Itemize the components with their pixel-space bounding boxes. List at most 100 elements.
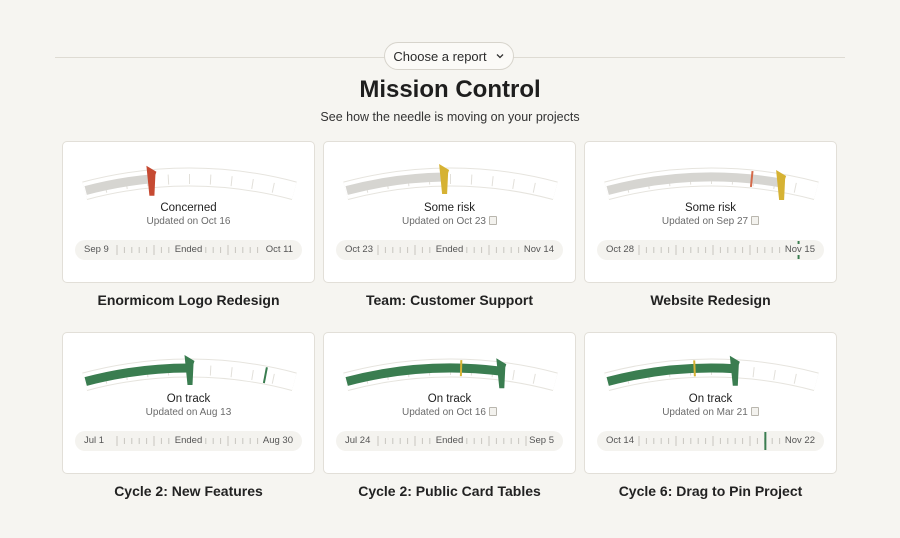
project-card[interactable]: Concerned Updated on Oct 16 Sep 9 Oct 11 End… — [62, 141, 315, 283]
project-name[interactable]: Website Redesign — [650, 292, 771, 308]
gauge-progress — [345, 172, 445, 195]
hill-gauge — [604, 355, 819, 391]
timeline-end-date: Sep 5 — [527, 435, 556, 446]
updated-text: Updated on Mar 21 — [662, 407, 748, 418]
timeline-start-date: Sep 9 — [82, 244, 111, 255]
timeline-end-date: Nov 14 — [521, 244, 556, 255]
gauge-marker — [693, 360, 696, 377]
hill-gauge — [82, 355, 297, 391]
gauge-tick — [793, 373, 797, 384]
gauge-tick — [512, 178, 515, 189]
status-label: On track — [688, 393, 733, 405]
updated-date: Updated on Oct 16 — [324, 407, 575, 418]
gauge-tick — [512, 369, 515, 380]
project-name[interactable]: Cycle 2: Public Card Tables — [358, 483, 541, 499]
gauge-tick — [271, 373, 275, 384]
timeline-bar: Oct 28 Nov 15 — [597, 240, 824, 260]
document-icon[interactable] — [488, 216, 497, 225]
status-label: Concerned — [160, 202, 217, 214]
gauge-tick — [209, 365, 212, 376]
gauge-needle — [729, 355, 740, 386]
page-title: Mission Control — [359, 76, 541, 103]
project-card[interactable]: On track Updated on Oct 16 Jul 24 Sep 5 Ende… — [323, 332, 576, 474]
updated-date: Updated on Oct 23 — [324, 216, 575, 227]
gauge-tick — [167, 174, 170, 185]
gauge-tick — [491, 176, 494, 187]
updated-text: Updated on Oct 23 — [402, 216, 486, 227]
timeline-end-date: Oct 11 — [263, 244, 295, 255]
project-card[interactable]: Some risk Updated on Sep 27 Oct 28 Nov 15 — [584, 141, 837, 283]
updated-date: Updated on Oct 16 — [63, 216, 314, 227]
hill-gauge — [343, 164, 558, 200]
document-icon[interactable] — [751, 216, 760, 225]
gauge-marker — [749, 170, 754, 188]
project-card[interactable]: On track Updated on Aug 13 Jul 1 Aug 30 Ende… — [62, 332, 315, 474]
status-label: On track — [427, 393, 472, 405]
timeline-end-date: Aug 30 — [260, 435, 295, 446]
choose-report-label: Choose a report — [393, 48, 487, 64]
timeline-bar: Oct 23 Nov 14 Ended — [336, 240, 563, 260]
timeline-ticks — [638, 432, 788, 450]
timeline-start-date: Oct 28 — [604, 244, 636, 255]
gauge-tick — [251, 369, 254, 380]
updated-text: Updated on Oct 16 — [146, 216, 231, 227]
gauge-progress — [606, 363, 736, 386]
document-icon[interactable] — [750, 407, 759, 416]
page-subtitle: See how the needle is moving on your pro… — [320, 110, 580, 124]
updated-date: Updated on Sep 27 — [585, 216, 836, 227]
gauge-tick — [470, 174, 473, 185]
document-icon[interactable] — [488, 407, 497, 416]
updated-date: Updated on Mar 21 — [585, 407, 836, 418]
choose-report-button[interactable]: Choose a report — [384, 42, 514, 70]
timeline-start-date: Jul 1 — [82, 435, 107, 446]
gauge-tick — [752, 367, 755, 378]
timeline-start-date: Oct 23 — [343, 244, 375, 255]
gauge-tick — [773, 369, 776, 380]
updated-text: Updated on Sep 27 — [661, 216, 749, 227]
timeline-ended-label: Ended — [433, 244, 466, 255]
timeline-start-date: Jul 24 — [343, 435, 373, 446]
timeline-ended-label: Ended — [433, 435, 466, 446]
chevron-down-icon — [496, 54, 504, 59]
timeline-ended-label: Ended — [172, 244, 205, 255]
updated-text: Updated on Aug 13 — [145, 407, 232, 418]
gauge-progress — [84, 363, 190, 386]
updated-text: Updated on Oct 16 — [402, 407, 486, 418]
gauge-tick — [532, 182, 536, 193]
gauge-tick — [532, 373, 536, 384]
gauge-tick — [793, 182, 797, 193]
timeline-ended-label: Ended — [172, 435, 205, 446]
gauge-needle — [439, 164, 450, 194]
gauge-progress — [606, 172, 782, 195]
project-name[interactable]: Team: Customer Support — [366, 292, 533, 308]
hill-gauge — [343, 358, 558, 391]
gauge-needle — [184, 355, 195, 385]
gauge-needle — [146, 165, 157, 196]
hill-gauge — [604, 167, 819, 200]
project-card[interactable]: On track Updated on Mar 21 Oct 14 Nov 22 — [584, 332, 837, 474]
status-label: On track — [166, 393, 211, 405]
timeline-end-date: Nov 22 — [782, 435, 817, 446]
gauge-tick — [251, 178, 254, 189]
status-label: Some risk — [684, 202, 737, 214]
gauge-needle — [496, 358, 507, 389]
status-label: Some risk — [423, 202, 476, 214]
timeline-end-date: Nov 15 — [782, 244, 817, 255]
project-name[interactable]: Cycle 2: New Features — [114, 483, 263, 499]
gauge-tick — [271, 182, 275, 193]
gauge-marker — [262, 367, 268, 384]
gauge-progress — [345, 363, 502, 386]
gauge-tick — [230, 367, 233, 378]
project-card[interactable]: Some risk Updated on Oct 23 Oct 23 Nov 14 En… — [323, 141, 576, 283]
updated-date: Updated on Aug 13 — [63, 407, 314, 418]
timeline-bar: Oct 14 Nov 22 — [597, 431, 824, 451]
timeline-start-date: Oct 14 — [604, 435, 636, 446]
timeline-bar: Sep 9 Oct 11 Ended — [75, 240, 302, 260]
project-name[interactable]: Enormicom Logo Redesign — [97, 292, 280, 308]
timeline-bar: Jul 1 Aug 30 Ended — [75, 431, 302, 451]
gauge-needle — [776, 170, 787, 200]
gauge-tick — [230, 176, 233, 187]
timeline-bar: Jul 24 Sep 5 Ended — [336, 431, 563, 451]
gauge-tick — [209, 174, 212, 185]
project-name[interactable]: Cycle 6: Drag to Pin Project — [618, 483, 803, 499]
